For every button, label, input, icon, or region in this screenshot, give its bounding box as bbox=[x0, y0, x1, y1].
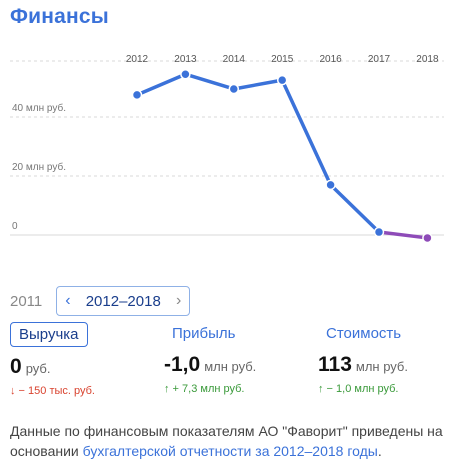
data-point[interactable] bbox=[228, 83, 240, 95]
metric-number: 0 bbox=[10, 355, 22, 378]
x-tick-label: 2013 bbox=[174, 54, 197, 65]
data-point[interactable] bbox=[131, 89, 143, 101]
x-tick-label: 2018 bbox=[416, 54, 439, 65]
note-text: Данные по финансовым показателям АО "Фав… bbox=[10, 423, 443, 459]
year-range-label: 2012–2018 bbox=[85, 292, 161, 310]
y-tick-label: 40 млн руб. bbox=[12, 102, 66, 114]
metric-revenue: Выручка 0 руб. ↓ − 150 тыс. руб. bbox=[10, 322, 95, 397]
metric-profit: Прибыль -1,0 млн руб. ↑ + 7,3 млн руб. bbox=[164, 322, 256, 395]
chevron-right-icon[interactable]: › bbox=[175, 292, 182, 309]
x-tick-label: 2017 bbox=[368, 54, 391, 65]
metric-change: ↑ − 1,0 млн руб. bbox=[318, 383, 399, 395]
data-point[interactable] bbox=[180, 68, 191, 80]
y-tick-label: 20 млн руб. bbox=[12, 161, 66, 173]
year-range-selector[interactable]: ‹ 2012–2018 › bbox=[56, 286, 191, 316]
x-tick-label: 2015 bbox=[271, 54, 294, 65]
tab-revenue[interactable]: Выручка bbox=[10, 322, 88, 347]
x-tick-label: 2012 bbox=[126, 54, 149, 65]
metric-number: -1,0 bbox=[164, 353, 201, 376]
data-point[interactable] bbox=[325, 179, 336, 191]
metric-number: 113 bbox=[318, 353, 352, 376]
series-segment bbox=[232, 78, 284, 91]
series-segment bbox=[377, 230, 430, 240]
tab-profit[interactable]: Прибыль bbox=[172, 325, 236, 342]
metric-change: ↑ + 7,3 млн руб. bbox=[164, 383, 245, 395]
finance-line-chart: 40 млн руб. 20 млн руб. 0 2012 2013 2014 2015… bbox=[10, 54, 444, 244]
metric-unit: млн руб. bbox=[204, 359, 257, 374]
page-title: Финансы bbox=[10, 5, 109, 28]
metric-value: -1,0 млн руб. bbox=[164, 353, 256, 377]
metric-unit: руб. bbox=[25, 361, 51, 376]
metric-value: 113 млн руб. bbox=[318, 353, 409, 377]
year-selector: 2011 ‹ 2012–2018 › bbox=[10, 286, 191, 316]
data-point[interactable] bbox=[373, 226, 385, 238]
data-point[interactable] bbox=[276, 74, 288, 86]
series-segment bbox=[280, 78, 333, 187]
metric-change: ↓ − 150 тыс. руб. bbox=[10, 385, 95, 397]
x-tick-label: 2014 bbox=[223, 54, 246, 65]
x-tick-label: 2016 bbox=[319, 54, 342, 65]
year-2011-label[interactable]: 2011 bbox=[10, 292, 43, 310]
note-end: . bbox=[377, 443, 382, 459]
data-point[interactable] bbox=[422, 232, 433, 244]
metric-value-cost: Стоимость 113 млн руб. ↑ − 1,0 млн руб. bbox=[318, 322, 409, 395]
tab-cost[interactable]: Стоимость bbox=[326, 325, 402, 342]
accounting-report-link[interactable]: бухгалтерской отчетности за 2012–2018 го… bbox=[82, 443, 378, 459]
chevron-left-icon[interactable]: ‹ bbox=[65, 292, 71, 309]
y-tick-label: 0 bbox=[12, 221, 18, 232]
metric-unit: млн руб. bbox=[355, 359, 408, 374]
series-segment bbox=[328, 183, 381, 234]
data-source-note: Данные по финансовым показателям АО "Фав… bbox=[10, 421, 446, 461]
series-segment bbox=[135, 72, 188, 97]
metric-value: 0 руб. bbox=[10, 355, 95, 379]
series-segment bbox=[183, 72, 236, 91]
